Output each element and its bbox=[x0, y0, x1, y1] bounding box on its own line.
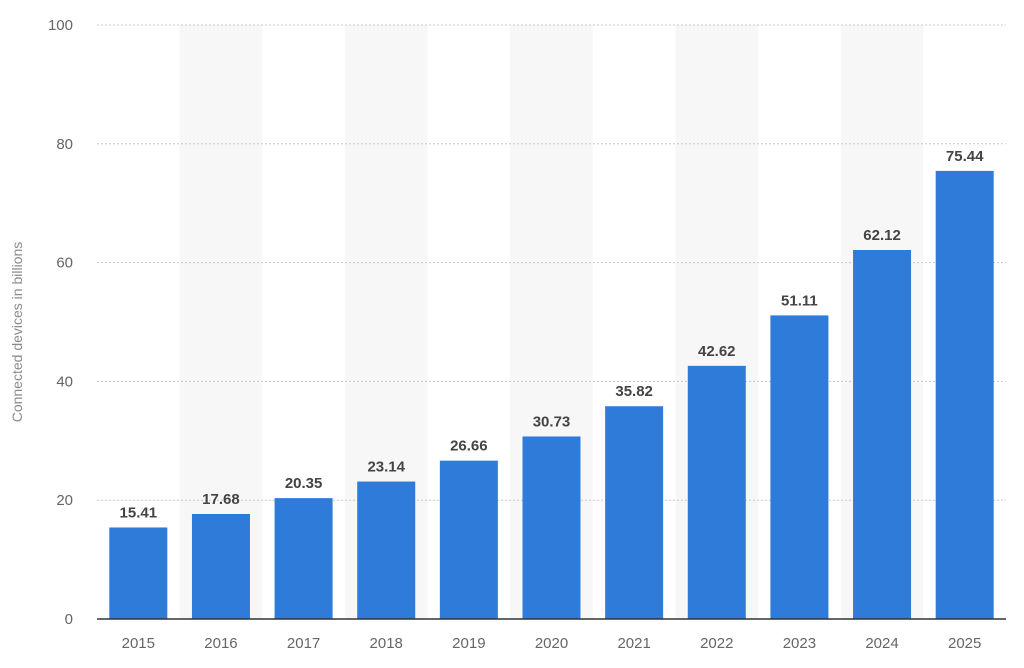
bar-2016 bbox=[191, 513, 250, 619]
x-tick-label-2021: 2021 bbox=[617, 635, 650, 652]
data-label-2019: 26.66 bbox=[450, 438, 488, 455]
y-tick-label: 60 bbox=[56, 255, 73, 272]
y-tick-label: 80 bbox=[56, 136, 73, 153]
data-labels: 15.41 17.68 20.35 23.14 26.66 30.73 35.82 42.62… bbox=[120, 148, 985, 522]
bar-2021 bbox=[605, 406, 664, 619]
data-label-2020: 30.73 bbox=[533, 413, 571, 430]
bar-2025 bbox=[935, 170, 994, 619]
data-label-2022: 42.62 bbox=[698, 343, 736, 360]
data-label-2016: 17.68 bbox=[202, 491, 240, 508]
bar-2022 bbox=[687, 365, 746, 619]
x-axis-ticks: 2015 2016 2017 2018 2019 2020 2021 2022 2023 2024… bbox=[122, 635, 982, 652]
data-label-2024: 62.12 bbox=[863, 227, 901, 244]
bar-2018 bbox=[357, 481, 416, 619]
x-tick-label-2025: 2025 bbox=[948, 635, 981, 652]
x-tick-label-2024: 2024 bbox=[865, 635, 898, 652]
bar-2024 bbox=[853, 250, 912, 619]
data-label-2015: 15.41 bbox=[120, 504, 158, 521]
y-axis-ticks: 0 20 40 60 80 100 bbox=[48, 17, 73, 628]
data-label-2025: 75.44 bbox=[946, 148, 984, 165]
data-label-2023: 51.11 bbox=[781, 292, 818, 309]
y-tick-label: 20 bbox=[56, 492, 73, 509]
x-tick-label-2016: 2016 bbox=[204, 635, 237, 652]
y-tick-label: 0 bbox=[65, 611, 73, 628]
x-tick-label-2019: 2019 bbox=[452, 635, 485, 652]
data-label-2021: 35.82 bbox=[615, 383, 653, 400]
data-label-2017: 20.35 bbox=[285, 475, 323, 492]
x-tick-label-2022: 2022 bbox=[700, 635, 733, 652]
bar-2019 bbox=[439, 460, 498, 619]
bars bbox=[109, 170, 994, 619]
y-axis-title: Connected devices in billions bbox=[9, 242, 25, 423]
x-tick-label-2017: 2017 bbox=[287, 635, 320, 652]
bar-2015 bbox=[109, 527, 168, 619]
y-tick-label: 40 bbox=[56, 373, 73, 390]
bar-2023 bbox=[770, 315, 829, 619]
bar-2020 bbox=[522, 436, 581, 619]
bar-2017 bbox=[274, 498, 333, 619]
y-tick-label: 100 bbox=[48, 17, 73, 34]
x-tick-label-2015: 2015 bbox=[122, 635, 155, 652]
x-tick-label-2018: 2018 bbox=[370, 635, 403, 652]
x-tick-label-2023: 2023 bbox=[783, 635, 816, 652]
data-label-2018: 23.14 bbox=[367, 459, 405, 476]
x-tick-label-2020: 2020 bbox=[535, 635, 568, 652]
